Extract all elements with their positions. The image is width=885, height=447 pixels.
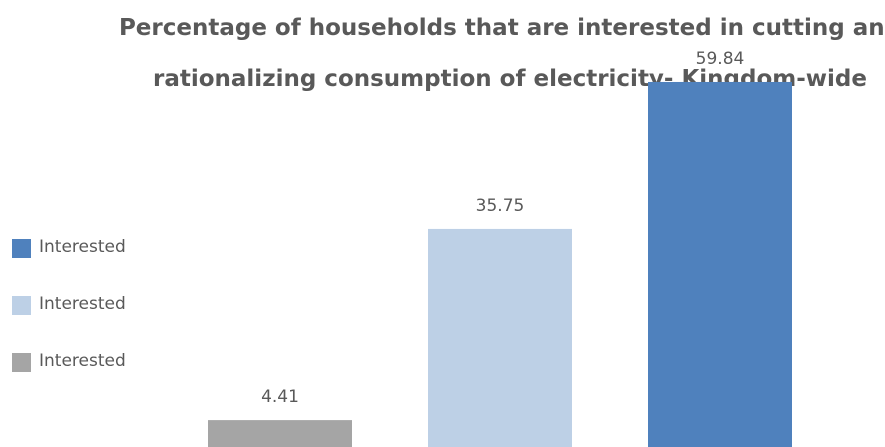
legend-label: Interested xyxy=(39,294,126,314)
data-labels-group: 4.41 35.75 59.84 xyxy=(261,49,744,407)
legend-swatch xyxy=(12,296,31,315)
legend: Interested Interested Interested xyxy=(12,237,126,372)
bars-group xyxy=(208,81,792,447)
chart-title-line-1: Percentage of households that are intere… xyxy=(119,15,885,41)
legend-label: Interested xyxy=(39,237,126,257)
data-label-3: 59.84 xyxy=(696,49,745,69)
legend-label: Interested xyxy=(39,351,126,371)
legend-swatch xyxy=(12,353,31,372)
bar-2 xyxy=(428,228,572,447)
bar-3 xyxy=(648,81,792,447)
bar-1 xyxy=(208,420,352,447)
data-label-1: 4.41 xyxy=(261,387,299,407)
legend-swatch xyxy=(12,239,31,258)
data-label-2: 35.75 xyxy=(476,196,525,216)
